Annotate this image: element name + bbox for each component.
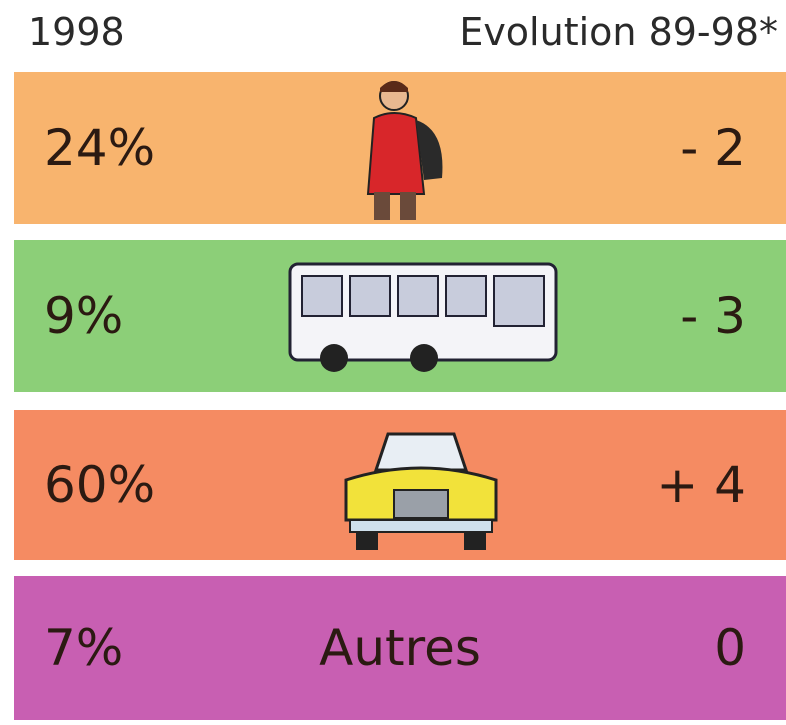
row-walk: 24% - 2 bbox=[14, 72, 786, 224]
year-label: 1998 bbox=[28, 10, 125, 54]
share: 7% bbox=[44, 619, 123, 677]
car-icon bbox=[336, 420, 506, 555]
other-label: Autres bbox=[319, 619, 481, 677]
page: {"header": {"year": "1998", "evolution":… bbox=[0, 0, 786, 725]
share: 60% bbox=[44, 456, 155, 514]
change: - 2 bbox=[680, 119, 746, 177]
row-other: 7% Autres 0 bbox=[14, 576, 786, 720]
bus-icon bbox=[284, 258, 564, 378]
row-car: 60% + 4 bbox=[14, 410, 786, 560]
change: + 4 bbox=[656, 456, 746, 514]
walker-icon bbox=[354, 74, 464, 222]
change: 0 bbox=[714, 619, 746, 677]
share: 24% bbox=[44, 119, 155, 177]
change: - 3 bbox=[680, 287, 746, 345]
share: 9% bbox=[44, 287, 123, 345]
evolution-label: Evolution 89-98* bbox=[459, 10, 778, 54]
row-bus: 9% - 3 bbox=[14, 240, 786, 392]
